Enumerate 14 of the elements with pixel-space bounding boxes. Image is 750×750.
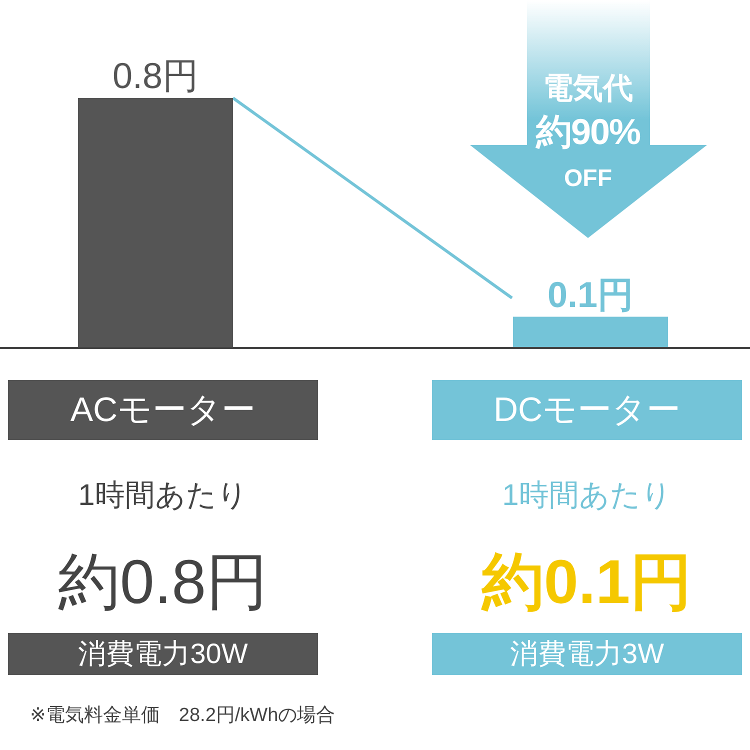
text: 1時間あたり <box>77 478 249 514</box>
text: ※電気料金単価 28.2円/kWhの場合 <box>30 704 336 728</box>
x-tick-label: ACモーター <box>8 380 318 440</box>
text: 1時間あたり <box>501 478 673 514</box>
data-label: 0.1円 <box>547 274 634 315</box>
data-label: 0.8円 <box>112 55 199 96</box>
text: 消費電力3W <box>432 633 742 675</box>
text: 消費電力30W <box>8 633 318 675</box>
text: 約0.8円 <box>56 547 270 619</box>
x-tick-label: DCモーター <box>432 380 742 440</box>
text: 約0.1円 <box>480 547 694 619</box>
annotation: OFF <box>563 165 613 193</box>
annotation: 電気代 <box>542 71 634 107</box>
annotation: 約90% <box>534 110 642 154</box>
